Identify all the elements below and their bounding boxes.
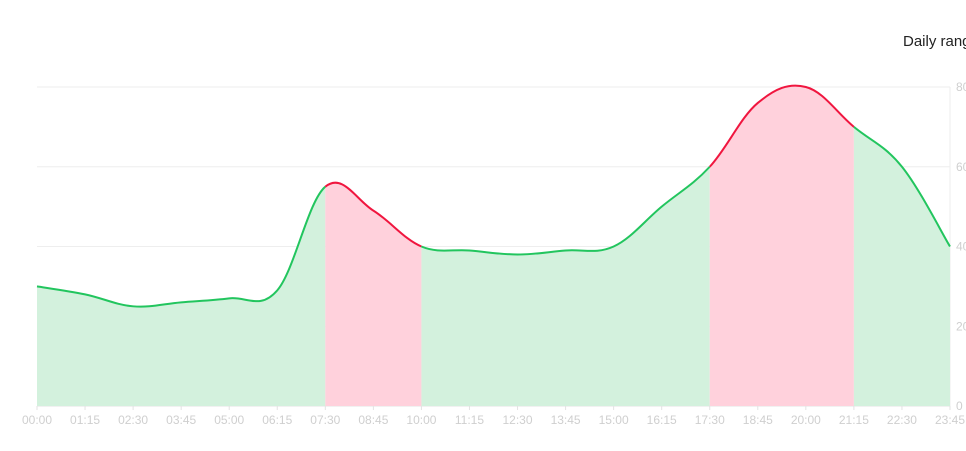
x-tick-label: 17:30 bbox=[695, 413, 725, 427]
normal-area bbox=[37, 186, 326, 406]
normal-line bbox=[853, 126, 951, 248]
x-tick-label: 10:00 bbox=[406, 413, 436, 427]
x-tick-label: 00:00 bbox=[22, 413, 52, 427]
x-tick-label: 18:45 bbox=[743, 413, 773, 427]
x-tick-label: 05:00 bbox=[214, 413, 244, 427]
highlight-line bbox=[324, 181, 422, 248]
highlight-area bbox=[709, 85, 854, 406]
normal-line bbox=[421, 166, 711, 256]
y-tick-label: 20 bbox=[956, 319, 966, 333]
x-tick-label: 21:15 bbox=[839, 413, 869, 427]
x-tick-label: 23:45 bbox=[935, 413, 965, 427]
x-tick-label: 12:30 bbox=[503, 413, 533, 427]
y-tick-label: 60 bbox=[956, 160, 966, 174]
x-tick-label: 16:15 bbox=[647, 413, 677, 427]
x-tick-label: 13:45 bbox=[551, 413, 581, 427]
x-tick-label: 06:15 bbox=[262, 413, 292, 427]
x-tick-label: 03:45 bbox=[166, 413, 196, 427]
x-tick-label: 01:15 bbox=[70, 413, 100, 427]
x-tick-label: 02:30 bbox=[118, 413, 148, 427]
chart-title: Daily rang bbox=[903, 33, 966, 50]
x-tick-label: 15:00 bbox=[599, 413, 629, 427]
x-tick-label: 11:15 bbox=[455, 413, 484, 427]
x-tick-label: 07:30 bbox=[310, 413, 340, 427]
highlight-line bbox=[709, 84, 855, 168]
normal-area bbox=[853, 126, 950, 406]
normal-line bbox=[36, 185, 327, 308]
x-tick-label: 20:00 bbox=[791, 413, 821, 427]
x-tick-label: 22:30 bbox=[887, 413, 917, 427]
y-tick-label: 80 bbox=[956, 80, 966, 94]
y-tick-label: 0 bbox=[956, 399, 963, 413]
y-tick-label: 40 bbox=[956, 240, 966, 254]
x-tick-label: 08:45 bbox=[358, 413, 388, 427]
highlight-area bbox=[325, 182, 422, 406]
normal-area bbox=[421, 166, 710, 406]
